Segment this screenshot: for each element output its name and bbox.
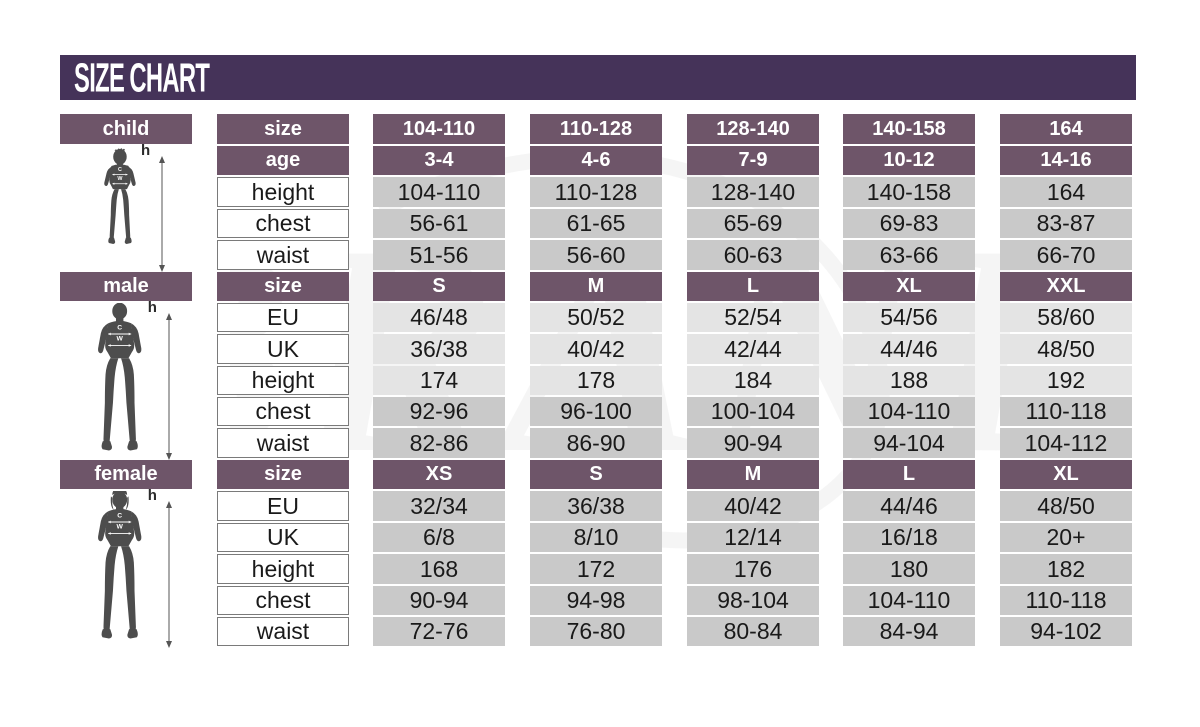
svg-text:W: W [117, 524, 124, 531]
svg-text:C: C [118, 512, 123, 519]
svg-text:C: C [118, 324, 123, 331]
svg-text:W: W [117, 336, 124, 343]
svg-text:C: C [118, 167, 122, 173]
